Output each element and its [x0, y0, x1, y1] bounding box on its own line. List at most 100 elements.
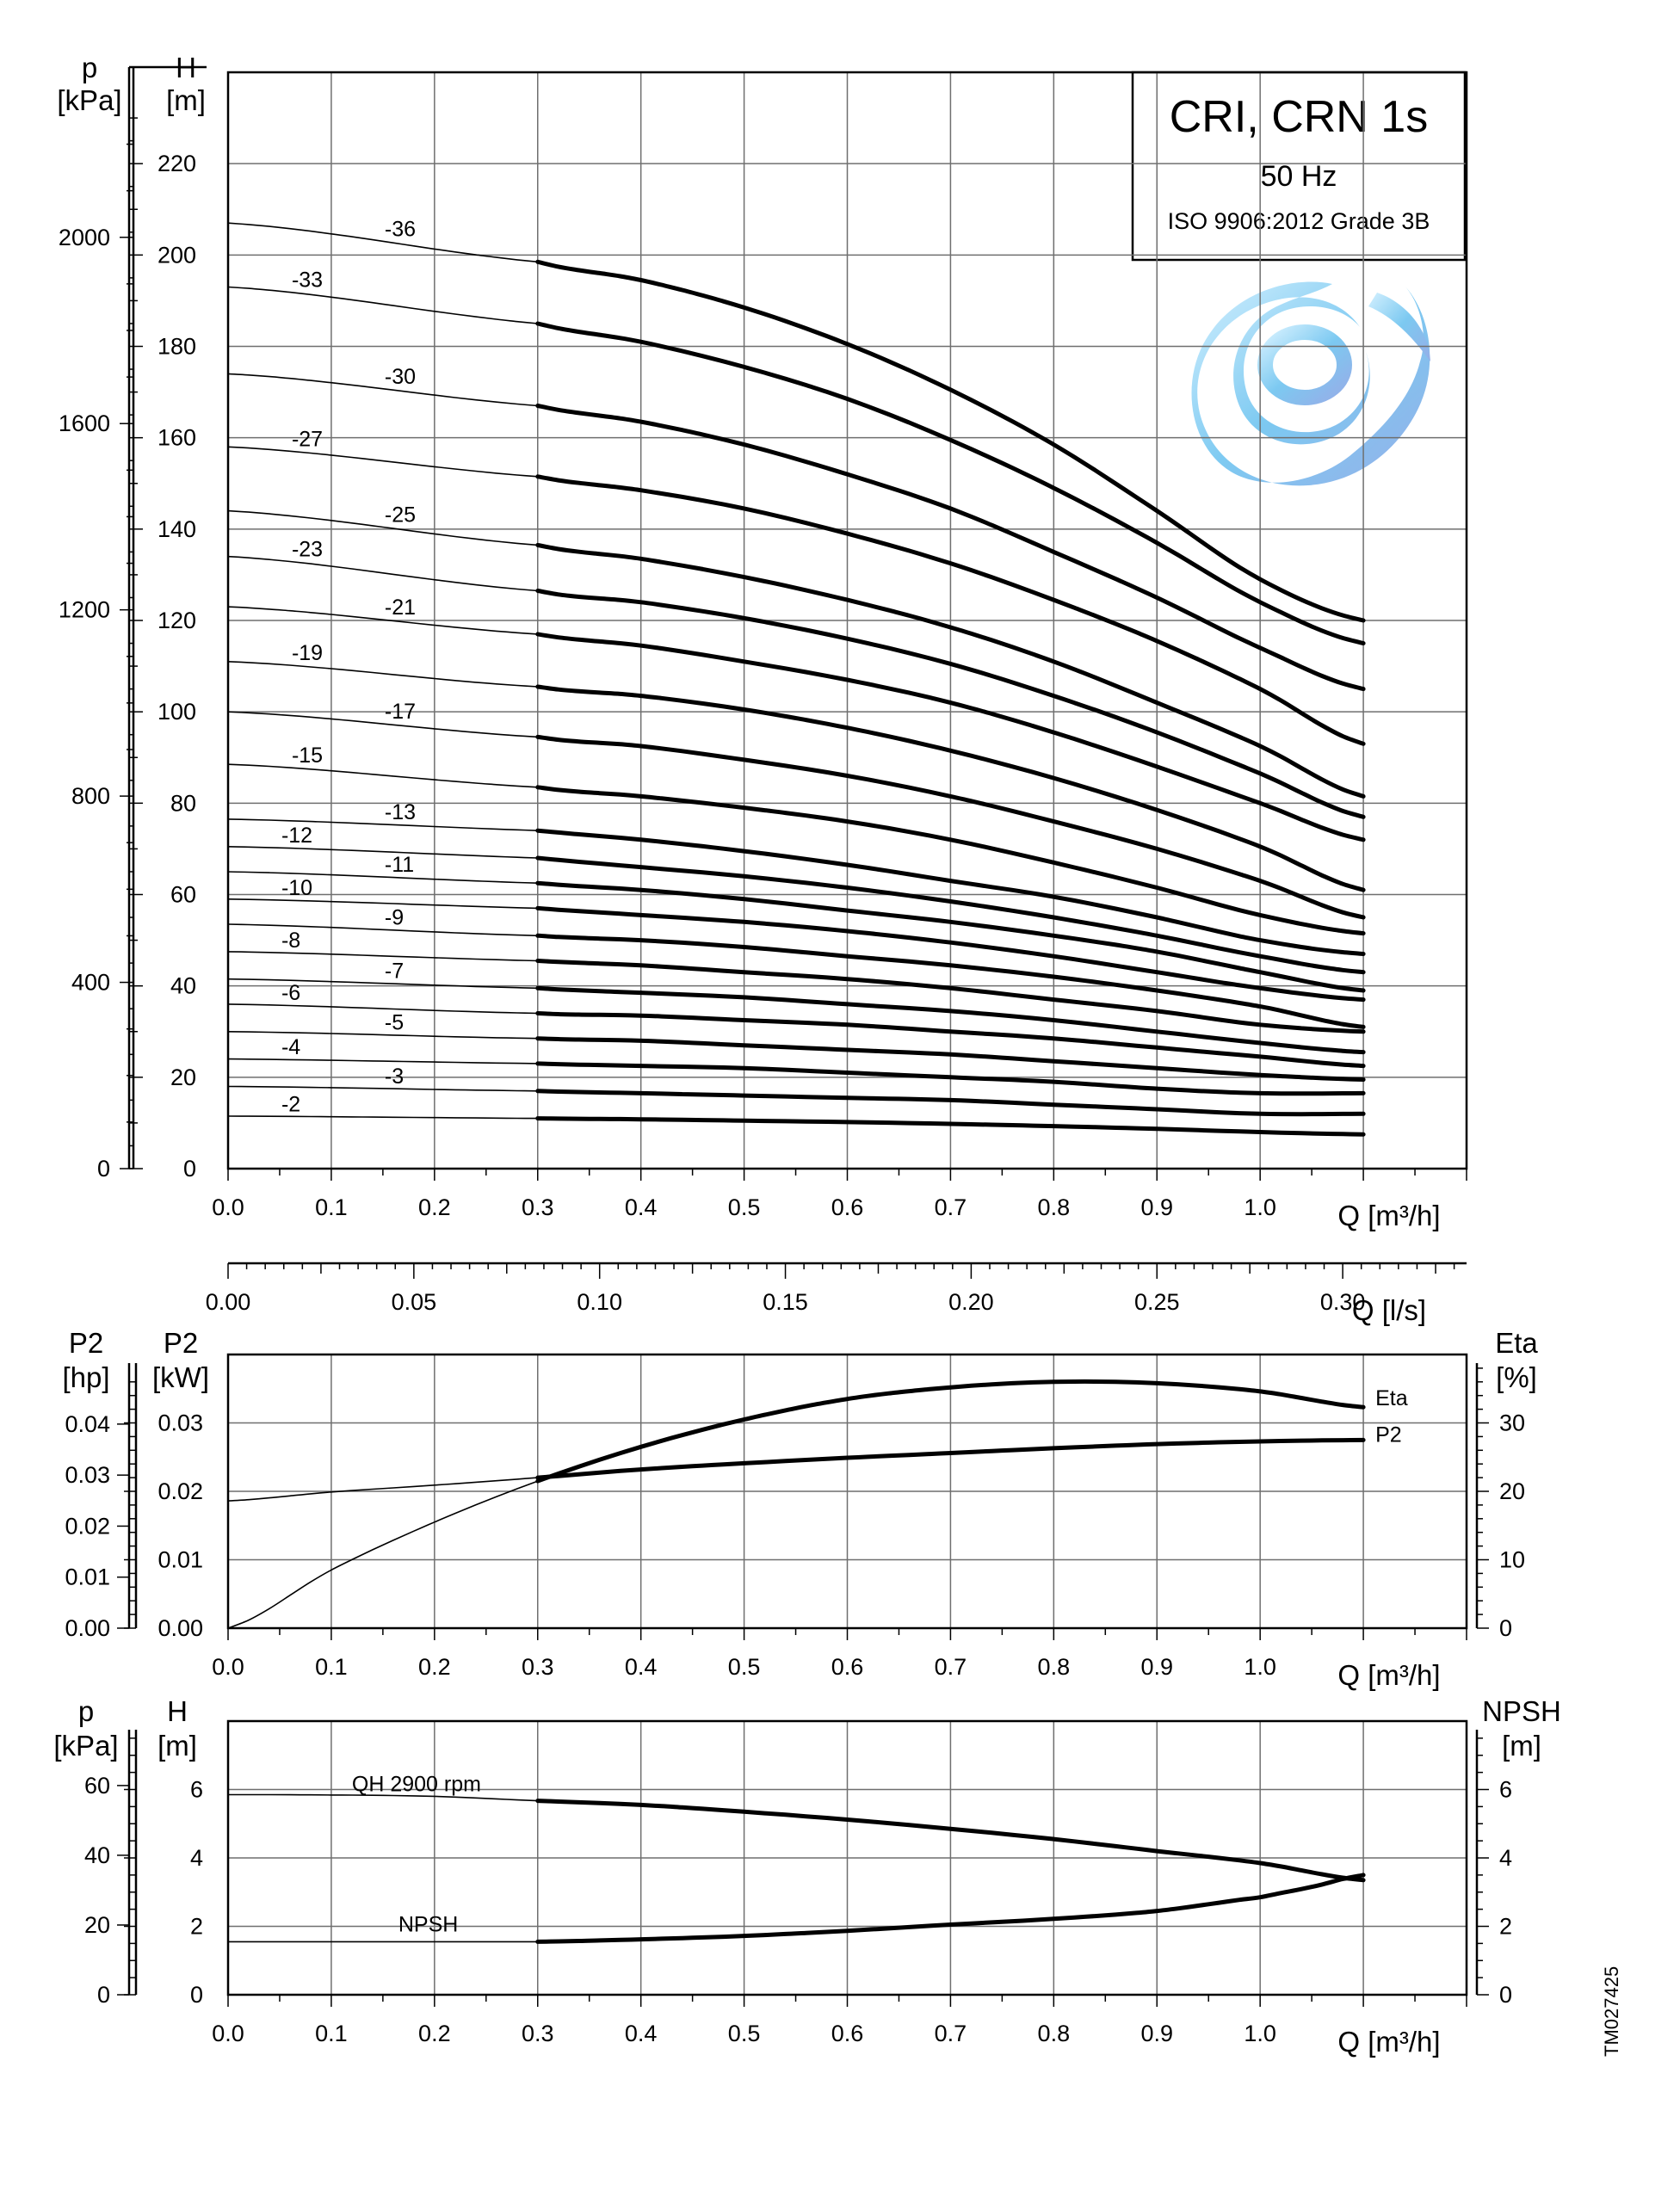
head-curve-thin	[227, 1031, 538, 1040]
npsh-tick-label: 0	[1499, 1982, 1512, 2008]
head-curve-label: -8	[281, 929, 300, 953]
power-kw-axis-unit: [kW]	[152, 1361, 209, 1393]
power-x-tick-label: 1.0	[1244, 1654, 1276, 1680]
power-hp-tick-label: 0.00	[65, 1615, 110, 1641]
npsh-x-tick-label: 0.5	[728, 2021, 761, 2046]
head-h-tick-label: 0	[183, 1156, 196, 1182]
head-x-tick-label: 0.7	[935, 1194, 967, 1220]
npsh-curve-label: NPSH	[398, 1912, 458, 1936]
head-x-tick-label: 0.5	[728, 1194, 761, 1220]
head-h-tick-label: 160	[158, 425, 196, 451]
npsh-x-tick-label: 0.9	[1140, 2021, 1173, 2046]
power-kw-tick-label: 0.02	[158, 1478, 203, 1504]
power-curve-thick	[535, 1437, 1366, 1480]
npsh-h-axis-symbol: H	[167, 1695, 188, 1727]
head-curve-thick	[535, 1116, 1366, 1137]
head-curve-thick	[535, 985, 1366, 1055]
head-series--21: -21	[227, 595, 1366, 842]
head-curve-label: -4	[281, 1035, 300, 1059]
head-x-tick-label: 0.8	[1038, 1194, 1071, 1220]
head-h-tick-label: 100	[158, 699, 196, 725]
head-curve-thin	[227, 898, 538, 910]
head-p-axis-unit: [kPa]	[57, 84, 121, 116]
npsh-h-tick-label: 6	[190, 1777, 203, 1803]
head-curve-thin	[227, 951, 538, 962]
title-box-frame	[1131, 71, 1467, 262]
flow-ls-tick-label: 0.15	[763, 1289, 808, 1315]
head-curve-label: -5	[385, 1011, 404, 1035]
eta-axis-unit: [%]	[1496, 1361, 1537, 1393]
power-x-tick-label: 0.0	[212, 1654, 244, 1680]
head-curve-thick	[535, 828, 1366, 956]
head-series--25: -25	[227, 503, 1366, 799]
head-curve-thick	[535, 1036, 1366, 1082]
head-curve-thick	[535, 684, 1366, 892]
power-curve-label: P2	[1375, 1422, 1402, 1447]
head-curve-label: -7	[385, 960, 404, 984]
head-h-tick-label: 20	[170, 1064, 196, 1090]
npsh-x-tick-label: 0.1	[315, 2021, 348, 2046]
qh-series: QH 2900 rpm	[227, 1773, 1366, 1883]
head-curve-thin	[227, 711, 538, 738]
eta-tick-label: 0	[1499, 1615, 1512, 1641]
power-x-tick-label: 0.5	[728, 1654, 761, 1680]
head-curve-label: -12	[281, 824, 312, 848]
head-curve-thin	[227, 1115, 538, 1120]
npsh-h-tick-label: 4	[190, 1845, 203, 1871]
head-curve-thin	[227, 222, 538, 263]
npsh-x-tick-label: 0.2	[418, 2021, 451, 2046]
head-series--30: -30	[227, 365, 1366, 692]
npsh-x-tick-label: 0.8	[1038, 2021, 1071, 2046]
head-h-tick-label: 60	[170, 882, 196, 908]
eta-tick-label: 10	[1499, 1547, 1525, 1573]
head-curve-thin	[227, 978, 538, 990]
head-curve-thin	[227, 373, 538, 407]
head-series--15: -15	[227, 744, 1366, 936]
head-curve-thick	[535, 880, 1366, 993]
head-x-tick-label: 0.9	[1140, 1194, 1173, 1220]
head-h-tick-label: 140	[158, 516, 196, 542]
head-p-axis-symbol: p	[82, 52, 97, 83]
logo-tail	[1368, 293, 1430, 361]
power-kw-axis-symbol: P2	[164, 1327, 198, 1359]
logo-ring	[1257, 324, 1352, 405]
head-curve-thick	[535, 542, 1366, 799]
head-x-tick-label: 0.0	[212, 1194, 244, 1220]
head-series--10: -10	[227, 876, 1366, 1003]
head-curve-thin	[227, 1058, 538, 1064]
npsh-p-axis-symbol: p	[78, 1695, 94, 1727]
head-series--9: -9	[227, 905, 1366, 1029]
flow-ls-tick-label: 0.00	[206, 1289, 251, 1315]
power-x-axis-title: Q [m³/h]	[1337, 1659, 1440, 1691]
head-curve-label: -21	[385, 595, 416, 620]
npsh-x-tick-label: 1.0	[1244, 2021, 1276, 2046]
head-curve-thick	[535, 1011, 1366, 1069]
head-h-tick-label: 200	[158, 242, 196, 268]
head-curve-label: -33	[292, 268, 323, 293]
power-hp-tick-label: 0.03	[65, 1462, 110, 1488]
eta-tick-label: 20	[1499, 1478, 1525, 1504]
head-curve-label: -25	[385, 503, 416, 528]
head-series--11: -11	[227, 853, 1366, 993]
head-series--12: -12	[227, 824, 1366, 975]
head-series--27: -27	[227, 427, 1366, 746]
head-curve-label: -13	[385, 800, 416, 824]
power-x-tick-label: 0.2	[418, 1654, 451, 1680]
power-hp-tick-label: 0.01	[65, 1564, 110, 1590]
npsh-tick-label: 2	[1499, 1914, 1512, 1940]
npsh-p-axis-unit: [kPa]	[53, 1730, 118, 1762]
npsh-p-tick-label: 60	[84, 1773, 110, 1799]
power-hp-tick-label: 0.02	[65, 1513, 110, 1539]
head-series--5: -5	[227, 1011, 1366, 1082]
head-p-tick-label: 800	[71, 783, 110, 809]
npsh-tick-label: 4	[1499, 1845, 1512, 1871]
npsh-axis-symbol: NPSH	[1482, 1695, 1561, 1727]
head-curve-thick	[535, 474, 1366, 746]
head-curve-thick	[535, 1089, 1366, 1117]
eta-tick-label: 30	[1499, 1410, 1525, 1436]
head-curve-thin	[227, 606, 538, 635]
head-curve-thick	[535, 321, 1366, 645]
head-curve-thin	[227, 763, 538, 788]
npsh-h-tick-label: 2	[190, 1914, 203, 1940]
